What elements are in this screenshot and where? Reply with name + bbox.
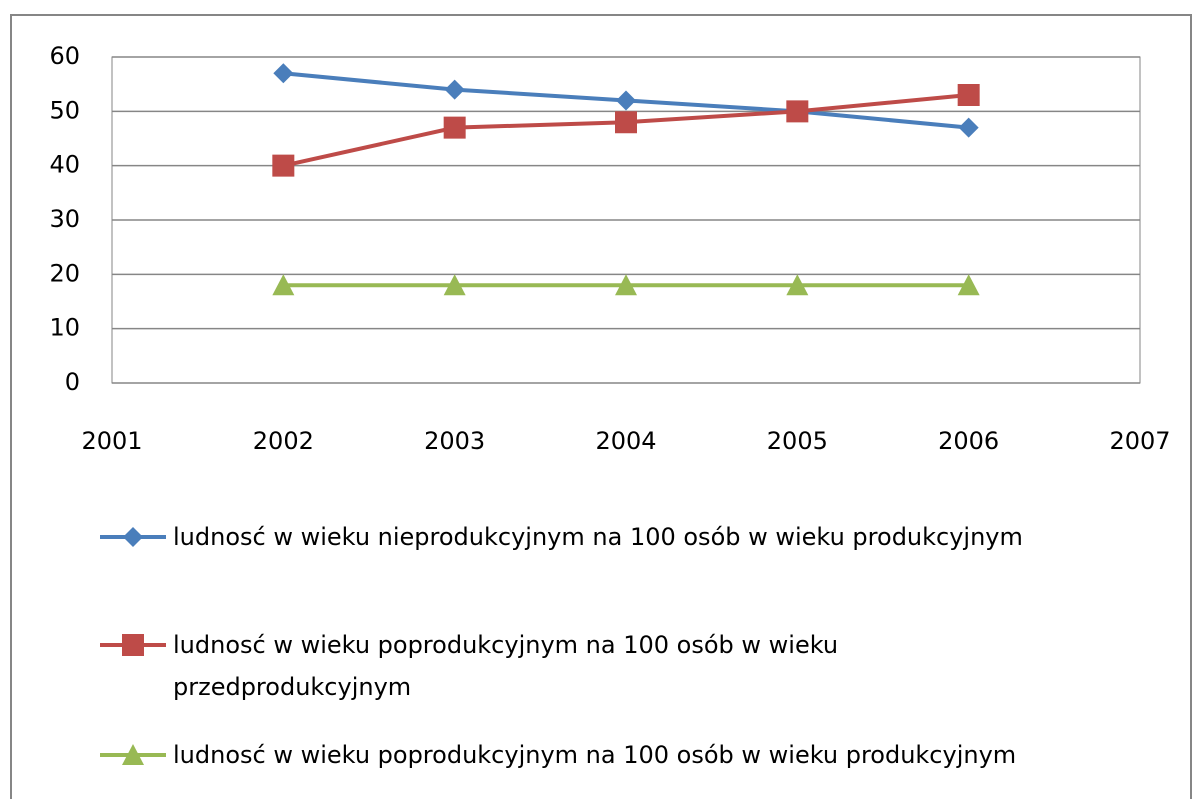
x-tick-label: 2001	[81, 427, 142, 455]
y-tick-label: 0	[65, 368, 80, 396]
point	[444, 79, 465, 100]
y-tick-label: 10	[49, 314, 80, 342]
point	[786, 100, 809, 123]
x-tick-label: 2002	[253, 427, 314, 455]
point	[958, 117, 979, 138]
x-tick-label: 2003	[424, 427, 485, 455]
point	[615, 111, 637, 134]
legend-marker	[123, 527, 143, 547]
point	[443, 116, 466, 139]
point	[272, 274, 295, 296]
legend-label: ludnosć w wieku poprodukcyjnym na 100 os…	[173, 741, 1017, 769]
point	[272, 154, 295, 177]
point	[443, 274, 466, 296]
point	[786, 274, 809, 296]
y-tick-label: 50	[49, 96, 80, 124]
legend-marker	[122, 634, 144, 656]
x-tick-label: 2004	[595, 427, 656, 455]
y-tick-label: 40	[49, 151, 80, 179]
chart-frame	[10, 14, 1192, 799]
point	[616, 90, 636, 111]
y-tick-label: 60	[49, 42, 80, 70]
point	[615, 274, 637, 296]
x-tick-label: 2006	[938, 427, 999, 455]
x-tick-label: 2005	[767, 427, 828, 455]
y-tick-label: 30	[49, 205, 80, 233]
point	[957, 84, 980, 107]
point	[273, 63, 294, 84]
x-tick-label: 2007	[1109, 427, 1170, 455]
legend-marker	[122, 744, 144, 765]
point	[957, 274, 980, 296]
y-tick-label: 20	[49, 259, 80, 287]
legend-label: ludnosć w wieku poprodukcyjnym na 100 os…	[173, 631, 839, 701]
legend-label: ludnosć w wieku nieprodukcyjnym na 100 o…	[173, 523, 1023, 551]
